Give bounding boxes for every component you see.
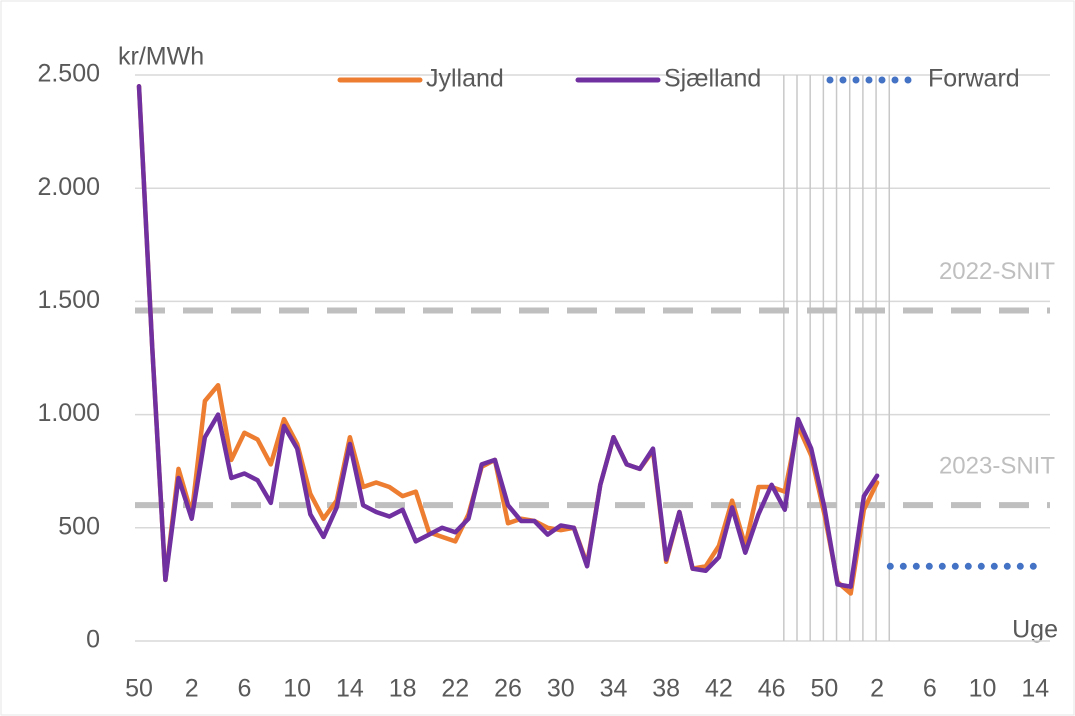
x-tick-label: 46 [758,675,786,703]
x-tick-label: 6 [923,675,937,703]
x-tick-label: 26 [494,675,522,703]
x-tick-label: 18 [389,675,417,703]
y-tick-label: 1.500 [37,286,100,314]
x-tick-label: 2 [870,675,884,703]
x-tick-label: 14 [336,675,364,703]
x-axis-label: Uge [1012,616,1058,644]
series-line [136,84,880,596]
x-tick-label: 10 [283,675,311,703]
series-line [136,84,880,589]
x-tick-label: 50 [125,675,153,703]
reference-label: 2023-SNIT [939,453,1055,480]
x-tick-label: 50 [810,675,838,703]
y-tick-label: 1.000 [37,399,100,427]
x-tick-label: 14 [1021,675,1049,703]
x-tick-label: 6 [237,675,251,703]
y-tick-label: 500 [58,512,100,540]
y-tick-label: 2.500 [37,60,100,88]
x-tick-label: 22 [441,675,469,703]
legend-label: Forward [928,65,1020,93]
reference-label: 2022-SNIT [939,258,1055,285]
x-tick-label: 38 [652,675,680,703]
legend-label: Jylland [426,65,504,93]
legend-label: Sjælland [664,65,761,93]
x-tick-label: 42 [705,675,733,703]
x-tick-label: 10 [969,675,997,703]
x-tick-label: 34 [600,675,628,703]
y-axis-label: kr/MWh [118,43,204,71]
y-tick-label: 2.000 [37,173,100,201]
x-tick-label: 30 [547,675,575,703]
x-tick-label: 2 [185,675,199,703]
y-tick-label: 0 [86,626,100,654]
